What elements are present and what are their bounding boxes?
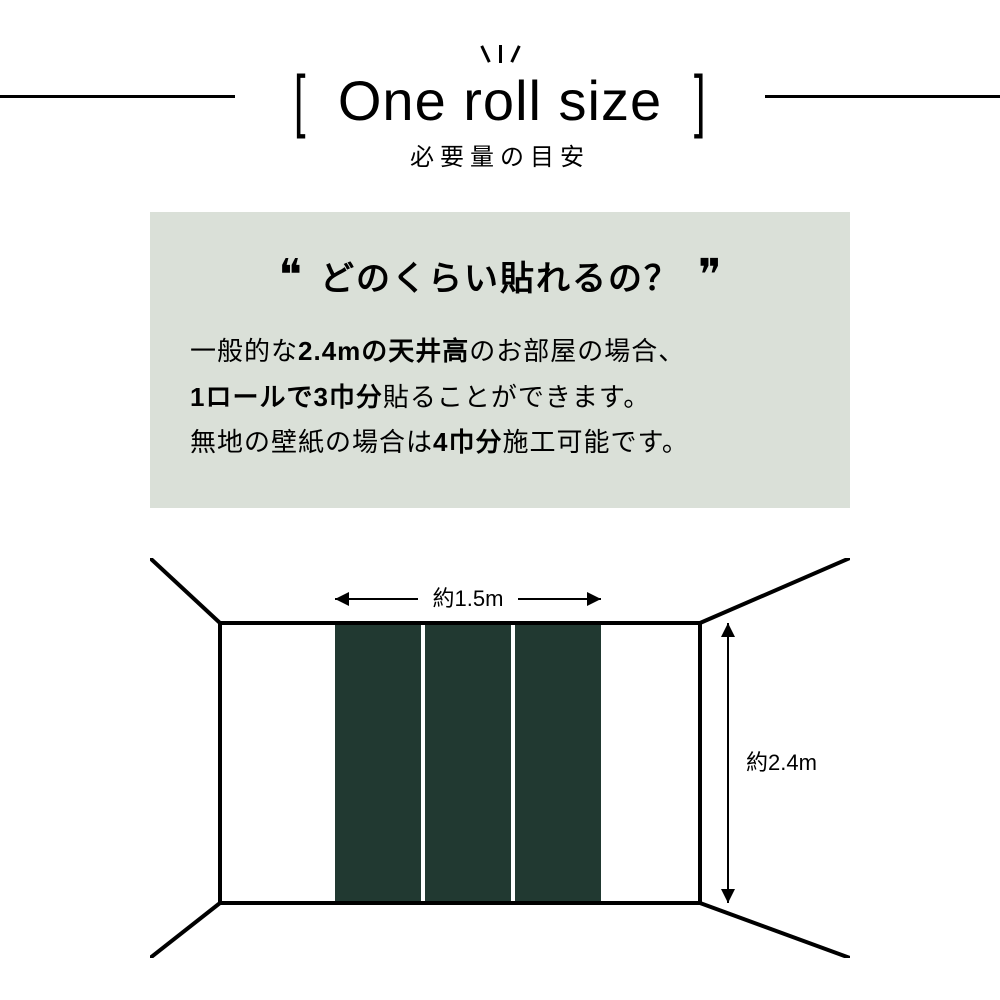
quote-left-icon: ❝ (278, 250, 302, 301)
description: 一般的な2.4mの天井高のお部屋の場合、 1ロールで3巾分貼ることができます。 … (190, 329, 810, 466)
bracket-left: [ (278, 65, 323, 135)
subtitle: 必要量の目安 (0, 137, 1000, 172)
title-row: [ One roll size ] (0, 65, 1000, 135)
desc-l3b: 4巾分 (433, 427, 502, 457)
question-row: ❝ どのくらい貼れるの？ ❞ (190, 250, 810, 301)
info-box: ❝ どのくらい貼れるの？ ❞ 一般的な2.4mの天井高のお部屋の場合、 1ロール… (150, 212, 850, 508)
svg-text:約1.5m: 約1.5m (433, 586, 504, 611)
desc-l1a: 一般的な (190, 336, 298, 366)
quote-right-icon: ❞ (698, 250, 722, 301)
ray-accent (0, 45, 1000, 63)
bracket-right: ] (677, 65, 722, 135)
header: [ One roll size ] 必要量の目安 (0, 0, 1000, 172)
desc-l1c: のお部屋の場合、 (469, 336, 685, 366)
desc-l1b: 2.4mの天井高 (298, 336, 469, 366)
desc-l2a: 1ロールで3巾分 (190, 382, 383, 412)
desc-l3a: 無地の壁紙の場合は (190, 427, 433, 457)
page-title: One roll size (338, 68, 662, 133)
desc-l3c: 施工可能です。 (502, 427, 688, 457)
question-text: どのくらい貼れるの？ (320, 251, 680, 300)
hr-right (765, 95, 1000, 98)
svg-text:約2.4m: 約2.4m (746, 750, 817, 775)
hr-left (0, 95, 235, 98)
desc-l2b: 貼ることができます。 (383, 382, 650, 412)
room-diagram: 約1.5m 約2.4m (150, 558, 850, 958)
